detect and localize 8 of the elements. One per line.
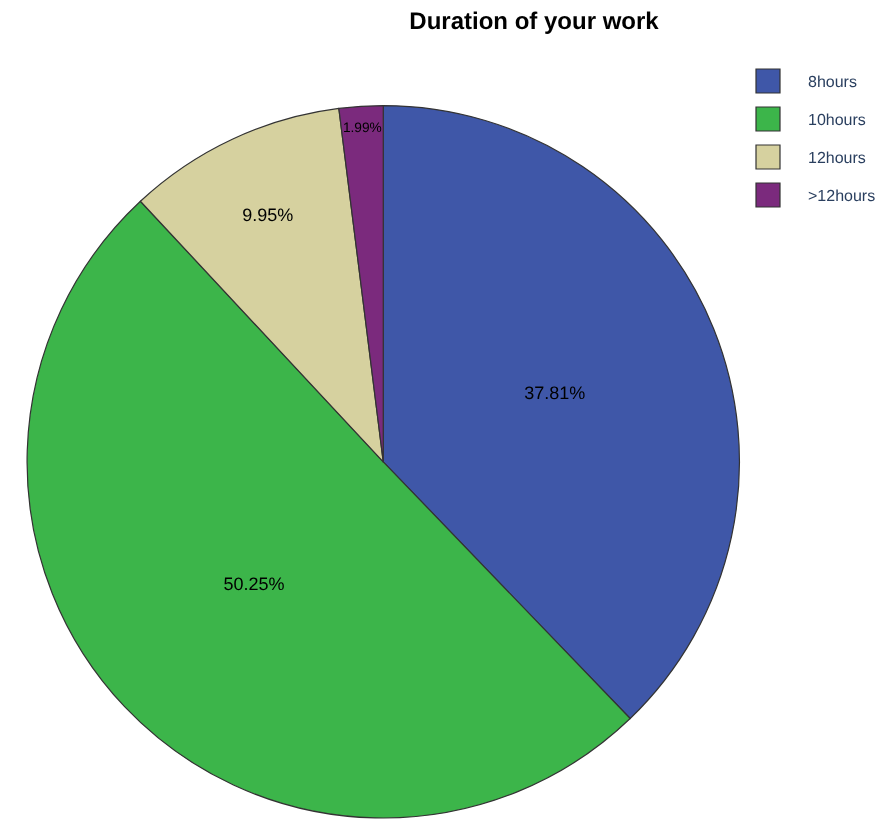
legend-label: 12hours bbox=[808, 149, 866, 168]
legend-label: 10hours bbox=[808, 111, 866, 130]
legend-label: 8hours bbox=[808, 73, 857, 92]
data-label: 9.95% bbox=[242, 205, 294, 226]
data-label: 37.81% bbox=[524, 382, 586, 403]
legend-label: >12hours bbox=[808, 187, 876, 206]
chart-title: Duration of your work bbox=[409, 7, 660, 36]
data-label: 50.25% bbox=[223, 574, 285, 595]
